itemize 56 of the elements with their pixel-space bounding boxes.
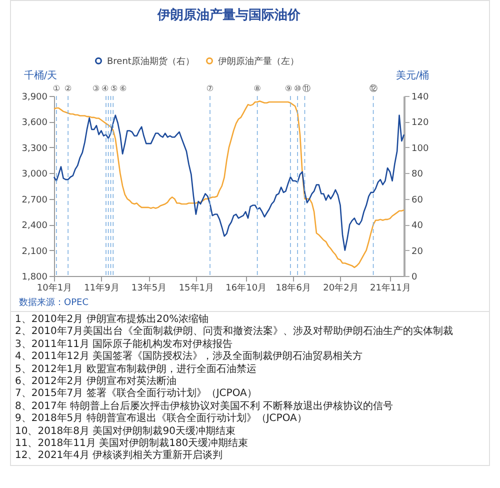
ref-line-label: ② xyxy=(64,84,72,93)
y2-tick-label: 60 xyxy=(412,195,424,206)
text: 11、2018年11月 美国对伊朗制裁180天缓冲期结束 xyxy=(15,438,250,450)
x-tick-label: 20年2月 xyxy=(323,282,358,294)
y-tick-label: 2,400 xyxy=(22,221,48,232)
y-axis-title: 千桶/天 xyxy=(24,70,58,82)
text: 1、2010年2月 伊朗宣布提炼出20%浓缩铀 xyxy=(15,314,210,326)
text: 3、2011年11月 国际原子能机构发布对伊核报告 xyxy=(15,338,234,350)
y-tick-label: 3,000 xyxy=(22,170,48,180)
ref-line-label: ① xyxy=(52,84,60,93)
text: 5、2012年1月 欧盟宣布制裁伊朗，进行全面石油禁运 xyxy=(15,364,258,376)
source-note: 数据来源：OPEC xyxy=(19,296,90,309)
ref-line-label: ⑪ xyxy=(302,84,311,93)
ref-line-label: ④ xyxy=(101,84,109,93)
x-tick-label: 13年5月 xyxy=(131,282,167,294)
x-tick-label: 15年1月 xyxy=(178,282,214,294)
ref-line-label: ⑨ xyxy=(285,84,292,93)
ref-line-label: ⑥ xyxy=(119,84,127,93)
chart-title: 伊朗原油产量与国际油价 xyxy=(156,7,302,23)
y2-tick-label: 40 xyxy=(412,221,424,232)
text: 6、2012年2月 伊朗宣布对英法断油 xyxy=(15,376,178,388)
y-tick-label: 3,300 xyxy=(22,144,48,154)
text: 8、2017年 特朗普上台后屡次抨击伊核协议对美国不利 不断释放退出伊核协议的信号 xyxy=(15,400,394,412)
y-tick-label: 1,800 xyxy=(22,272,48,282)
y2-tick-label: 140 xyxy=(412,92,429,102)
y-tick-label: 3,600 xyxy=(22,118,48,128)
text: 9、2018年5月 特朗普宣布退出《联合全面行动计划》（JCPOA） xyxy=(15,413,308,426)
text: 4、2011年12月 美国签署《国防授权法》，涉及全面制裁伊朗石油贸易相关方 xyxy=(15,351,364,364)
y2-tick-label: 20 xyxy=(412,246,424,257)
ref-line-label: ⑫ xyxy=(369,84,378,93)
ref-line-label: ⑤ xyxy=(110,84,118,93)
x-tick-label: 21年11月 xyxy=(370,282,411,294)
x-tick-label: 16年10月 xyxy=(226,282,267,294)
legend-label: Brent原油期货（右） xyxy=(107,56,194,67)
text: 2、2010年7月美国出台《全面制裁伊朗、问责和撤资法案》、涉及对帮助伊朗石油生产的实体制裁 xyxy=(15,326,454,338)
ref-line-label: ⑧ xyxy=(254,84,261,93)
ref-line-label: ⑦ xyxy=(206,84,214,93)
line-series xyxy=(53,100,405,268)
legend-label: 伊朗原油产量（左） xyxy=(218,56,299,67)
y2-axis-title: 美元/桶 xyxy=(396,70,430,82)
y2-tick-label: 100 xyxy=(412,144,429,154)
ref-line-label: ⑩ xyxy=(294,84,302,93)
y2-tick-label: 0 xyxy=(412,272,418,282)
text: 7、2015年7月 签署《联合全面行动计划》（JCPOA） xyxy=(15,388,258,400)
x-tick-label: 18年6月 xyxy=(276,282,311,294)
y-tick-label: 2,700 xyxy=(22,195,48,206)
y2-tick-label: 80 xyxy=(412,170,424,180)
y-tick-label: 2,100 xyxy=(22,246,48,257)
text: 12、2021年4月 伊核谈判相关方重新开启谈判 xyxy=(15,450,224,463)
line-series xyxy=(53,114,405,251)
ref-line-label: ③ xyxy=(92,84,100,93)
x-tick-label: 11年9月 xyxy=(84,282,120,294)
x-tick-label: 10年1月 xyxy=(36,282,72,294)
y2-tick-label: 120 xyxy=(412,118,429,128)
y-tick-label: 3,900 xyxy=(22,92,48,102)
text: 10、2018年8月 美国对伊朗制裁90天缓冲期结束 xyxy=(15,426,236,438)
